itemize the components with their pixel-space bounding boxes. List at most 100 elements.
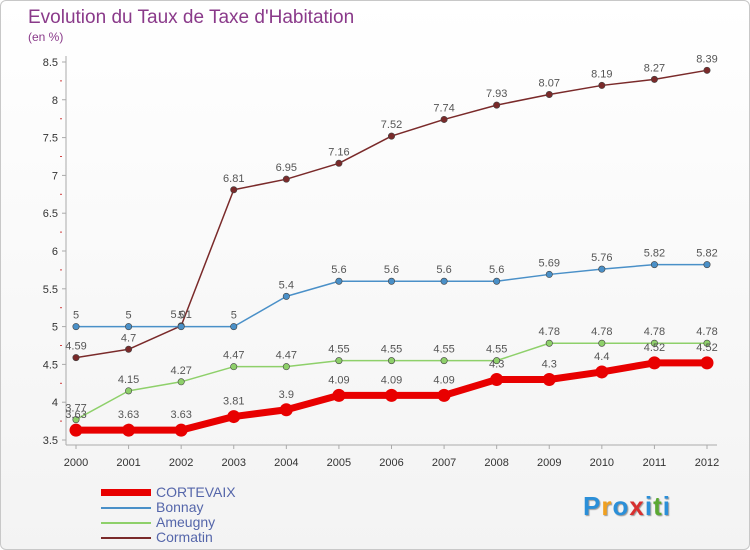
- data-label: 5.6: [436, 264, 451, 276]
- data-point: [650, 339, 658, 347]
- data-label: 4.09: [381, 374, 402, 386]
- y-tick-label: 7: [52, 170, 58, 182]
- y-tick-label: 5.5: [43, 284, 58, 296]
- x-tick-label: 2007: [432, 457, 456, 469]
- data-label: 4.78: [644, 326, 665, 338]
- data-label: 4.47: [276, 350, 297, 362]
- data-point: [72, 416, 80, 424]
- data-label: 7.16: [328, 146, 349, 158]
- data-label: 7.52: [381, 119, 402, 131]
- data-point: [385, 388, 398, 402]
- data-point: [125, 345, 133, 353]
- data-point: [703, 66, 711, 74]
- data-label: 6.81: [223, 173, 244, 185]
- chart-unit: (en %): [28, 30, 64, 44]
- x-tick-label: 2000: [64, 457, 88, 469]
- data-point: [230, 186, 238, 194]
- x-tick-label: 2002: [169, 457, 193, 469]
- data-point: [387, 132, 395, 140]
- data-label: 4.55: [328, 344, 349, 356]
- y-tick-label: 4: [52, 397, 58, 409]
- y-tick-label: 6.5: [43, 208, 58, 220]
- y-tick-label: 6: [52, 246, 58, 258]
- data-point: [493, 101, 501, 109]
- data-point: [230, 363, 238, 371]
- y-tick-label: 7.5: [43, 133, 58, 145]
- data-label: 4.78: [696, 326, 717, 338]
- data-point: [440, 277, 448, 285]
- data-label: 5: [73, 310, 79, 322]
- data-label: 5.6: [331, 264, 346, 276]
- data-labels: 4.59 4.7 5.01 6.81 6.95 7.16 7.52 7.74 7.93 8.07 8…: [65, 53, 717, 421]
- data-point: [335, 357, 343, 365]
- data-point: [493, 357, 501, 365]
- data-point: [595, 365, 609, 379]
- data-point: [69, 423, 83, 437]
- data-point: [282, 363, 290, 371]
- data-label: 3.81: [223, 396, 244, 408]
- proxiti-logo: Proxiti: [583, 491, 671, 521]
- legend-swatch: [101, 522, 151, 524]
- x-tick-label: 2004: [274, 457, 298, 469]
- data-label: 3.77: [65, 403, 86, 415]
- data-point: [542, 373, 556, 387]
- data-point: [545, 270, 553, 278]
- data-point: [230, 323, 238, 331]
- data-point: [122, 423, 136, 437]
- data-point: [387, 277, 395, 285]
- x-tick-label: 2003: [222, 457, 246, 469]
- data-label: 5: [178, 310, 184, 322]
- data-label: 4.78: [591, 326, 612, 338]
- data-point: [437, 388, 451, 402]
- data-label: 5: [126, 310, 132, 322]
- x-tick-label: 2001: [116, 457, 140, 469]
- data-point: [700, 356, 714, 370]
- data-label: 4.52: [696, 342, 717, 354]
- data-point: [335, 277, 343, 285]
- x-tick-label: 2005: [327, 457, 351, 469]
- series-group: [69, 66, 714, 437]
- data-label: 3.9: [279, 389, 294, 401]
- y-tick-label: 3.5: [43, 435, 58, 447]
- data-point: [647, 356, 661, 370]
- data-point: [125, 323, 133, 331]
- data-label: 8.19: [591, 68, 612, 80]
- data-point: [440, 357, 448, 365]
- data-label: 5.82: [644, 248, 665, 260]
- legend-swatch: [101, 489, 151, 496]
- data-label: 4.47: [223, 350, 244, 362]
- data-label: 5.01: [170, 309, 191, 321]
- legend-swatch: [101, 507, 151, 509]
- data-point: [282, 292, 290, 300]
- chart-title: Evolution du Taux de Taxe d'Habitation: [28, 7, 355, 28]
- data-point: [72, 354, 80, 362]
- data-label: 7.93: [486, 88, 507, 100]
- data-point: [335, 159, 343, 167]
- data-point: [598, 81, 606, 89]
- data-point: [177, 378, 185, 386]
- x-tick-label: 2006: [379, 457, 403, 469]
- data-point: [282, 175, 290, 183]
- x-tick-label: 2008: [484, 457, 508, 469]
- data-label: 3.63: [170, 409, 191, 421]
- data-point: [598, 265, 606, 273]
- data-label: 5: [231, 310, 237, 322]
- data-label: 8.27: [644, 62, 665, 74]
- x-tick-label: 2011: [643, 457, 667, 469]
- data-label: 5.4: [279, 279, 294, 291]
- data-label: 4.4: [594, 351, 609, 363]
- legend-swatch: [101, 537, 151, 539]
- data-point: [650, 261, 658, 269]
- data-label: 4.7: [121, 332, 136, 344]
- y-tick-label: 5: [52, 322, 58, 334]
- data-point: [125, 387, 133, 395]
- data-point: [440, 115, 448, 123]
- data-point: [387, 357, 395, 365]
- data-label: 4.15: [118, 374, 139, 386]
- data-label: 4.3: [542, 359, 557, 371]
- data-label: 4.59: [65, 341, 86, 353]
- x-tick-label: 2010: [590, 457, 614, 469]
- data-label: 5.82: [696, 248, 717, 260]
